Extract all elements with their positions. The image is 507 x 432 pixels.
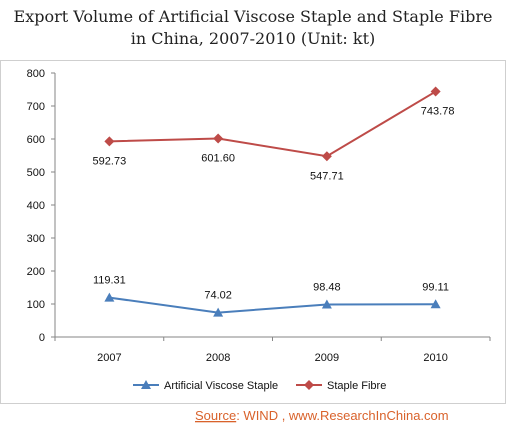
legend-item-0: Artificial Viscose Staple	[133, 380, 278, 392]
marker-diamond	[430, 86, 441, 97]
x-tick-label: 2010	[423, 352, 447, 364]
source-note: Source: WIND , www.ResearchInChina.com	[195, 408, 449, 423]
marker-triangle	[141, 380, 151, 389]
svg-text:Source: WIND , www.ResearchInC: Source: WIND , www.ResearchInChina.com	[195, 408, 449, 423]
series-line	[109, 296, 436, 314]
chart-title-line-1: Export Volume of Artificial Viscose Stap…	[14, 7, 493, 26]
y-tick-label: 0	[39, 332, 45, 344]
y-tick-label: 800	[27, 68, 45, 80]
data-label: 601.60	[201, 152, 235, 164]
chart-area-border	[0, 60, 506, 404]
x-tick-label: 2008	[206, 352, 230, 364]
y-tick-label: 300	[27, 233, 45, 245]
data-label: 119.31	[93, 275, 126, 287]
data-label: 592.73	[93, 155, 127, 167]
x-tick-label: 2009	[315, 352, 339, 364]
data-label: 98.48	[313, 282, 341, 294]
y-tick-label: 500	[27, 167, 45, 179]
y-tick-label: 100	[27, 299, 45, 311]
y-tick-label: 700	[27, 101, 45, 113]
series-line	[109, 90, 437, 158]
source-text: : WIND , www.ResearchInChina.com	[236, 408, 448, 423]
y-tick-label: 600	[27, 134, 45, 146]
chart-title-line-2: in China, 2007-2010 (Unit: kt)	[131, 29, 376, 48]
data-label: 99.11	[422, 281, 449, 293]
data-label: 743.78	[421, 106, 455, 118]
axes: 0 100 200 300 400 500 600 700 800 2007 2008 2009 201…	[27, 68, 491, 364]
source-prefix: Source	[195, 408, 236, 423]
marker-triangle	[321, 299, 332, 309]
marker-triangle	[104, 292, 115, 302]
y-tick-label: 400	[27, 200, 45, 212]
data-label: 547.71	[310, 170, 344, 182]
legend: Artificial Viscose Staple Staple Fibre	[133, 380, 386, 392]
y-tick-label: 200	[27, 266, 45, 278]
marker-diamond	[321, 151, 332, 162]
legend-label: Staple Fibre	[327, 380, 386, 392]
marker-triangle	[213, 307, 224, 317]
series-1: 592.73 601.60 547.71 743.78	[93, 86, 455, 182]
x-tick-label: 2007	[97, 352, 121, 364]
data-label: 74.02	[204, 290, 232, 302]
marker-diamond	[104, 136, 115, 147]
series-layer: 119.31 74.02 98.48 99.11 592.73 601.60 547.71 7…	[93, 86, 455, 317]
marker-diamond	[213, 133, 224, 144]
series-0: 119.31 74.02 98.48 99.11	[93, 275, 449, 317]
marker-diamond	[304, 380, 314, 390]
marker-triangle	[430, 299, 441, 309]
legend-label: Artificial Viscose Staple	[164, 380, 278, 392]
legend-item-1: Staple Fibre	[296, 380, 386, 392]
